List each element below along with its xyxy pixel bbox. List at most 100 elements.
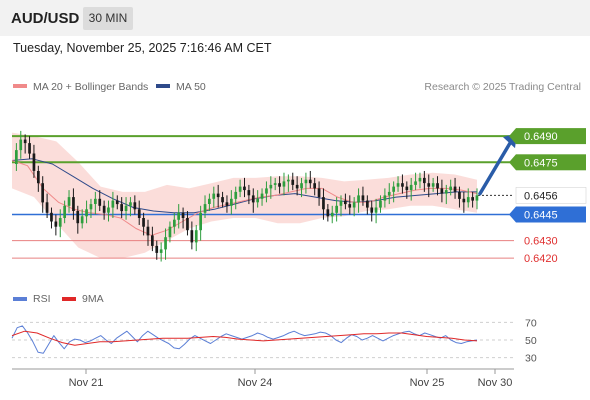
- candle-body: [291, 179, 295, 185]
- candle-body: [50, 212, 53, 222]
- candle-body: [427, 183, 431, 187]
- candle-body: [151, 235, 154, 246]
- candle-body: [431, 183, 435, 187]
- candle-body: [238, 186, 242, 192]
- candlesticks: [15, 130, 479, 262]
- rsi-legend-swatch: [13, 297, 27, 301]
- candle-body: [475, 195, 479, 201]
- candle-body: [177, 212, 180, 220]
- candle-body: [308, 179, 312, 184]
- level-tag-pointer: [509, 206, 516, 223]
- candle-body: [76, 211, 80, 224]
- candle-body: [352, 202, 356, 208]
- candle-body: [405, 186, 409, 191]
- candle-body: [300, 183, 303, 189]
- candle-body: [370, 207, 374, 213]
- level-tag-0.6420: 0.6420: [524, 253, 558, 265]
- candle-body: [67, 197, 71, 206]
- candle-body: [449, 186, 452, 191]
- level-tag-box: [516, 154, 586, 171]
- candle-body: [396, 183, 400, 187]
- rsi-line: [11, 325, 478, 354]
- candle-body: [107, 207, 110, 213]
- candle-body: [344, 200, 347, 205]
- candle-body: [37, 171, 40, 184]
- rsi-ma-legend-swatch: [62, 297, 76, 301]
- timeframe-button[interactable]: 30 MIN: [83, 7, 133, 30]
- candle-body: [159, 249, 163, 253]
- candle-body: [330, 212, 334, 217]
- candle-body: [41, 183, 44, 203]
- rsi-ma-line: [11, 330, 478, 346]
- candle-body: [466, 197, 470, 203]
- candle-body: [129, 202, 132, 206]
- candle-body: [361, 195, 365, 201]
- candle-body: [199, 212, 202, 231]
- candle-body: [32, 153, 36, 171]
- candle-body: [243, 186, 246, 191]
- candle-body: [190, 230, 194, 243]
- candle-body: [80, 216, 84, 224]
- candle-body: [366, 200, 369, 208]
- candle-body: [186, 218, 189, 231]
- candle-body: [256, 198, 259, 203]
- x-tick-label: Nov 21: [69, 377, 104, 389]
- candle-body: [436, 183, 439, 189]
- candle-body: [203, 204, 207, 213]
- level-tags: 0.6490 0.6475 0.6456 0.6445 0.6430 0.6420: [509, 128, 587, 265]
- rsi-panel: 30 50 70: [11, 317, 537, 365]
- level-tag-0.6445: 0.6445: [524, 210, 558, 222]
- candle-body: [265, 188, 268, 194]
- candle-body: [348, 204, 352, 208]
- candle-body: [251, 195, 255, 203]
- candle-body: [282, 181, 286, 187]
- candle-body: [194, 230, 198, 243]
- candle-body: [19, 139, 23, 151]
- candle-body: [208, 198, 211, 204]
- candle-body: [317, 188, 321, 198]
- last-price-label: 0.6456: [524, 190, 558, 202]
- candle-body: [379, 200, 382, 208]
- candle-body: [23, 139, 27, 144]
- candle-body: [173, 219, 176, 227]
- candle-body: [401, 183, 404, 187]
- level-tag-box: [516, 206, 586, 223]
- symbol-title: AUD/USD: [11, 10, 80, 27]
- candle-body: [383, 195, 387, 201]
- candle-body: [94, 198, 97, 204]
- candle-body: [295, 184, 299, 189]
- x-tick-label: Nov 30: [478, 377, 513, 389]
- price-legend: MA 20 + Bollinger Bands MA 50: [13, 81, 206, 93]
- x-axis: Nov 21 Nov 24 Nov 25 Nov 30: [12, 368, 514, 389]
- rsi-ma-legend-label: 9MA: [82, 293, 104, 305]
- ma20-line: [11, 160, 478, 236]
- ma50-legend-label: MA 50: [176, 81, 206, 93]
- candle-body: [234, 191, 238, 199]
- last-price-box: [515, 187, 587, 204]
- candle-body: [63, 205, 66, 218]
- ma50-line: [11, 158, 477, 214]
- ma50-legend-swatch: [156, 84, 170, 88]
- ma20-legend-swatch: [13, 84, 27, 88]
- level-tag-pointer: [509, 154, 516, 171]
- candle-body: [146, 226, 150, 236]
- candle-body: [85, 209, 88, 217]
- candle-body: [54, 221, 58, 227]
- candle-body: [462, 198, 466, 203]
- candle-body: [111, 200, 115, 208]
- credit-label: Research © 2025 Trading Central: [424, 81, 581, 93]
- ma20-legend-label: MA 20 + Bollinger Bands: [33, 81, 148, 93]
- candle-body: [142, 218, 145, 227]
- candle-body: [28, 143, 31, 154]
- candle-body: [181, 212, 185, 218]
- candle-body: [164, 237, 167, 250]
- candle-body: [15, 150, 18, 164]
- level-tag-box: [516, 128, 586, 145]
- rsi-legend-label: RSI: [33, 293, 51, 305]
- candle-body: [273, 183, 277, 185]
- rsi-tick-30: 30: [525, 353, 537, 365]
- timestamp: Tuesday, November 25, 2025 7:16:46 AM CE…: [13, 41, 272, 55]
- candle-body: [440, 188, 444, 194]
- rsi-legend: RSI 9MA: [13, 293, 104, 305]
- candle-body: [45, 202, 49, 213]
